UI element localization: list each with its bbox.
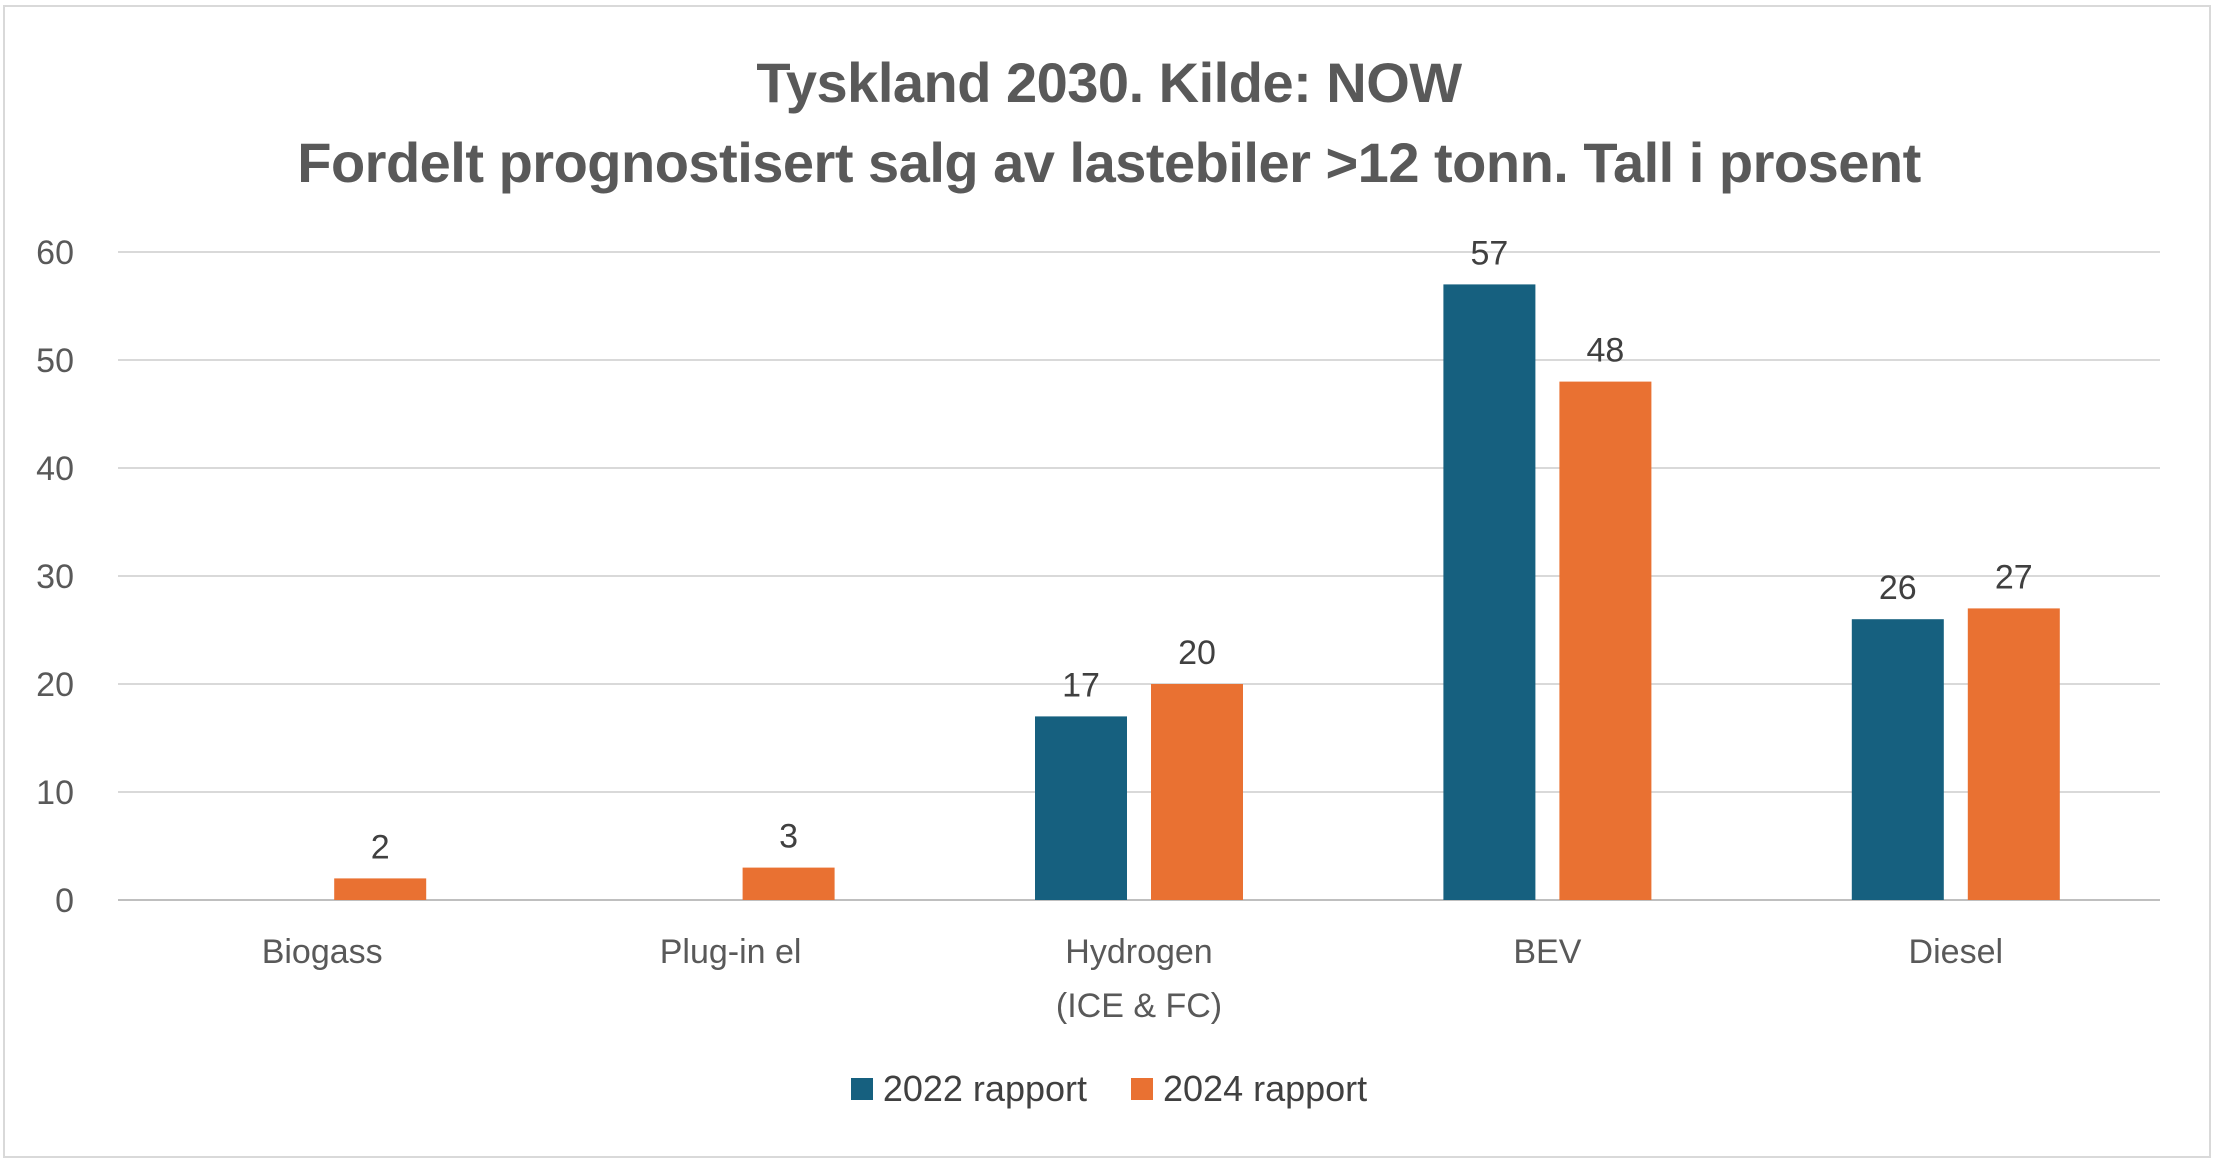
data-label: 20: [1178, 634, 1216, 672]
bar-2022-3: [1443, 284, 1536, 900]
y-tick-label: 50: [36, 342, 74, 380]
bar-2022-4: [1851, 619, 1944, 900]
y-tick-label: 30: [36, 558, 74, 596]
legend: 2022 rapport 2024 rapport: [0, 1068, 2218, 1110]
legend-label-2022: 2022 rapport: [882, 1068, 1087, 1109]
bar-2024-3: [1559, 381, 1652, 901]
data-label: 27: [1995, 558, 2033, 596]
x-category-label: Plug-in el: [660, 933, 802, 971]
y-tick-label: 10: [36, 774, 74, 812]
x-category-label: Hydrogen: [1065, 933, 1212, 971]
y-tick-label: 20: [36, 666, 74, 704]
data-labels: 2 3 17 20 57 48 26 27: [371, 234, 2033, 866]
data-label: 3: [779, 818, 798, 856]
x-category-label: (ICE & FC): [1056, 987, 1222, 1025]
bar-2022-2: [1035, 716, 1127, 900]
legend-item-2024: 2024 rapport: [1131, 1068, 1367, 1110]
data-label: 48: [1586, 332, 1624, 370]
chart-title-line-1: Tyskland 2030. Kilde: NOW: [756, 51, 1462, 114]
x-axis-category-labels: Biogass Plug-in el Hydrogen (ICE & FC) BEV Di…: [262, 933, 2003, 1025]
data-label: 2: [371, 828, 390, 866]
bar-2024-4: [1967, 608, 2060, 900]
legend-swatch-2024: [1131, 1078, 1153, 1100]
y-tick-label: 40: [36, 450, 74, 488]
data-label: 17: [1062, 666, 1100, 704]
x-category-label: Diesel: [1909, 933, 2003, 971]
x-category-label: Biogass: [262, 933, 383, 971]
data-label: 26: [1879, 569, 1917, 607]
legend-label-2024: 2024 rapport: [1163, 1068, 1368, 1109]
bar-2024-0: [334, 878, 427, 900]
legend-swatch-2022: [850, 1078, 873, 1100]
bars: [334, 284, 2060, 901]
y-tick-label: 60: [36, 234, 74, 272]
bar-2024-2: [1151, 684, 1243, 900]
y-tick-label: 0: [55, 882, 74, 920]
chart-title-line-2: Fordelt prognostisert salg av lastebiler…: [297, 131, 1921, 194]
y-axis-tick-labels: 0 10 20 30 40 50 60: [36, 234, 74, 920]
bar-2024-1: [742, 867, 835, 900]
chart-frame: [3, 5, 2211, 1158]
legend-item-2022: 2022 rapport: [850, 1068, 1087, 1110]
data-label: 57: [1470, 234, 1508, 272]
x-category-label: BEV: [1513, 933, 1581, 971]
gridlines: [118, 251, 2160, 901]
